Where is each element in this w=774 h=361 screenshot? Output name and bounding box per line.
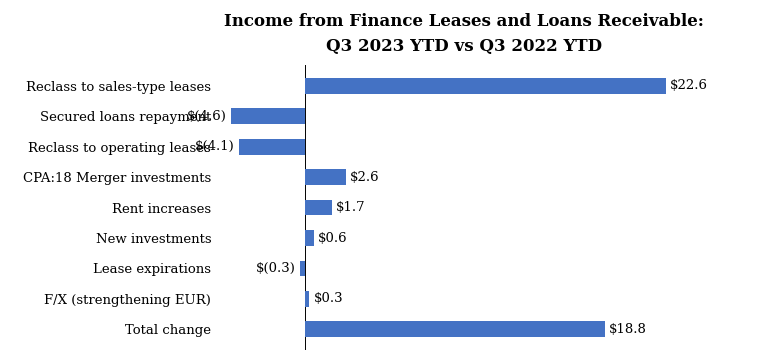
Bar (231, 108, 305, 124)
Text: $22.6: $22.6 (670, 79, 707, 92)
Text: $18.8: $18.8 (609, 323, 647, 336)
Bar (305, 230, 314, 246)
Bar (305, 291, 310, 307)
Bar (305, 200, 332, 216)
Bar (239, 139, 305, 155)
Bar (305, 321, 605, 337)
Text: $(0.3): $(0.3) (256, 262, 296, 275)
Text: $0.3: $0.3 (313, 292, 343, 305)
Bar (305, 78, 666, 94)
Text: $2.6: $2.6 (350, 171, 380, 184)
Text: $1.7: $1.7 (336, 201, 365, 214)
Bar (305, 169, 346, 185)
Title: Income from Finance Leases and Loans Receivable:
Q3 2023 YTD vs Q3 2022 YTD: Income from Finance Leases and Loans Rec… (224, 13, 704, 55)
Text: $(4.6): $(4.6) (187, 110, 227, 123)
Text: $(4.1): $(4.1) (195, 140, 235, 153)
Bar (300, 261, 305, 277)
Text: $0.6: $0.6 (318, 231, 348, 244)
